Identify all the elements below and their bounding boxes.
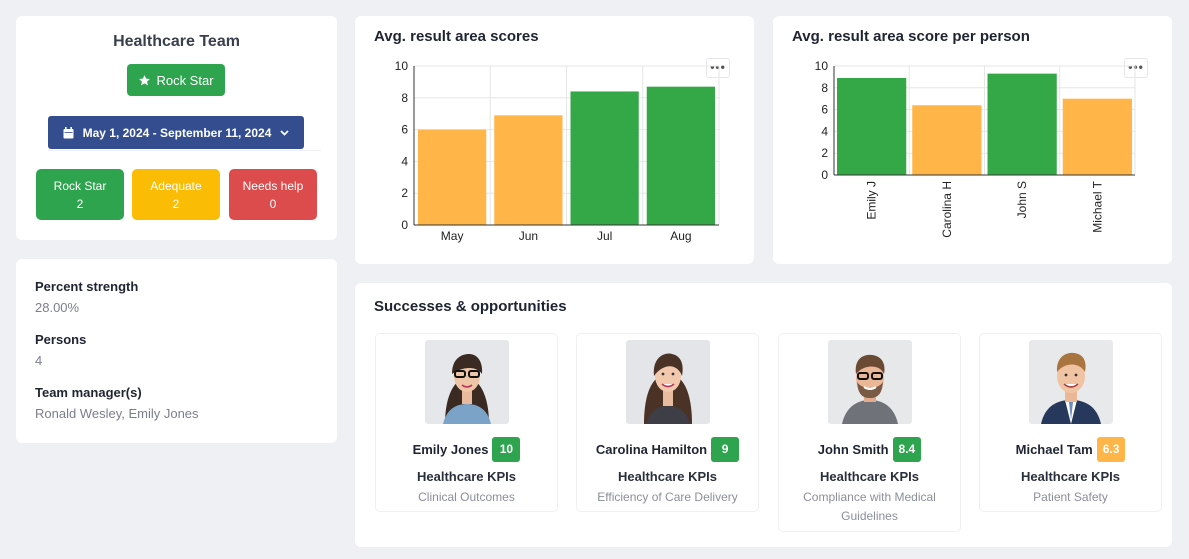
bar[interactable] bbox=[494, 115, 563, 225]
person-scores-chart: 0 2 4 6 8 10 Emily J Carolina H John S Michael T bbox=[815, 59, 1136, 238]
team-card: Healthcare Team Rock Star May 1, 2024 - … bbox=[16, 16, 337, 240]
bar[interactable] bbox=[987, 73, 1057, 175]
person-name: John Smith bbox=[817, 442, 889, 457]
x-tick-label: Jul bbox=[597, 229, 612, 243]
y-tick-label: 0 bbox=[401, 218, 408, 232]
x-tick-label: Michael T bbox=[1090, 180, 1104, 232]
avatar bbox=[1029, 340, 1113, 424]
y-tick-label: 8 bbox=[821, 81, 828, 95]
team-managers-label: Team manager(s) bbox=[35, 385, 142, 400]
result-area: Patient Safety bbox=[1033, 490, 1108, 504]
calendar-icon bbox=[63, 126, 74, 138]
y-tick-label: 2 bbox=[401, 186, 408, 200]
bar[interactable] bbox=[912, 105, 982, 175]
kpi-label: Healthcare KPIs bbox=[417, 469, 516, 484]
stat-value: 2 bbox=[76, 197, 84, 211]
bar[interactable] bbox=[646, 86, 715, 225]
bar[interactable] bbox=[570, 91, 639, 225]
y-tick-label: 6 bbox=[401, 123, 408, 137]
y-tick-label: 8 bbox=[401, 91, 408, 105]
monthly-scores-chart: 0 2 4 6 8 10 May Jun Jul Aug bbox=[395, 59, 720, 243]
rating-badge-button[interactable]: Rock Star bbox=[127, 64, 225, 96]
y-tick-label: 0 bbox=[821, 168, 828, 182]
chart-title: Avg. result area scores bbox=[374, 28, 539, 45]
section-title: Successes & opportunities bbox=[374, 298, 567, 315]
date-range-picker[interactable]: May 1, 2024 - September 11, 2024 bbox=[48, 116, 304, 149]
date-range-label: May 1, 2024 - September 11, 2024 bbox=[82, 125, 272, 140]
team-managers-value: Ronald Wesley, Emily Jones bbox=[35, 406, 199, 421]
person-card-john[interactable]: John Smith 8.4 Healthcare KPIs Complianc… bbox=[778, 333, 961, 532]
x-tick-label: Aug bbox=[670, 229, 691, 243]
person-name: Carolina Hamilton bbox=[595, 442, 708, 457]
percent-strength-label: Percent strength bbox=[35, 279, 139, 294]
x-tick-label: Jun bbox=[519, 229, 538, 243]
stat-needs-help[interactable]: Needs help 0 bbox=[229, 169, 317, 220]
y-tick-label: 4 bbox=[401, 154, 408, 168]
score-badge: 9 bbox=[711, 437, 740, 462]
persons-value: 4 bbox=[35, 353, 43, 368]
avatar bbox=[828, 340, 912, 424]
persons-label: Persons bbox=[35, 332, 87, 347]
x-tick-label: John S bbox=[1015, 181, 1029, 218]
divider bbox=[48, 150, 321, 151]
monthly-scores-chart-card: Avg. result area scores ••• 0 2 4 6 8 10 May Ju… bbox=[355, 16, 754, 264]
stat-label: Adequate bbox=[150, 179, 202, 193]
result-area: Compliance with Medical Guidelines bbox=[803, 490, 936, 523]
x-tick-label: Carolina H bbox=[940, 181, 954, 238]
team-title: Healthcare Team bbox=[113, 33, 240, 50]
rating-badge-label: Rock Star bbox=[156, 72, 214, 88]
bar[interactable] bbox=[837, 77, 907, 175]
stat-adequate[interactable]: Adequate 2 bbox=[132, 169, 220, 220]
person-card-emily[interactable]: Emily Jones 10 Healthcare KPIs Clinical … bbox=[375, 333, 558, 512]
kpi-label: Healthcare KPIs bbox=[1021, 469, 1120, 484]
percent-strength-value: 28.00% bbox=[35, 300, 80, 315]
stat-value: 0 bbox=[269, 197, 277, 211]
score-badge: 6.3 bbox=[1096, 437, 1126, 462]
stat-rock-star[interactable]: Rock Star 2 bbox=[36, 169, 124, 220]
chart-title: Avg. result area score per person bbox=[792, 28, 1030, 45]
score-badge: 10 bbox=[492, 437, 521, 462]
y-tick-label: 4 bbox=[821, 124, 828, 138]
y-tick-label: 10 bbox=[815, 59, 829, 73]
person-name: Emily Jones bbox=[412, 442, 489, 457]
bar[interactable] bbox=[1062, 98, 1132, 175]
stat-label: Rock Star bbox=[53, 179, 107, 193]
y-tick-label: 10 bbox=[395, 59, 409, 73]
result-area: Clinical Outcomes bbox=[418, 490, 515, 504]
kpi-label: Healthcare KPIs bbox=[820, 469, 919, 484]
stat-value: 2 bbox=[172, 197, 180, 211]
y-tick-label: 6 bbox=[821, 103, 828, 117]
x-tick-label: May bbox=[441, 229, 464, 243]
avatar bbox=[425, 340, 509, 424]
y-tick-label: 2 bbox=[821, 146, 828, 160]
successes-card: Successes & opportunities Emily Jones 10… bbox=[355, 283, 1172, 547]
avatar bbox=[626, 340, 710, 424]
score-badge: 8.4 bbox=[892, 437, 922, 462]
person-name: Michael Tam bbox=[1015, 442, 1093, 457]
chevron-down-icon bbox=[280, 129, 290, 136]
bar[interactable] bbox=[418, 129, 487, 225]
person-card-carolina[interactable]: Carolina Hamilton 9 Healthcare KPIs Effi… bbox=[576, 333, 759, 512]
person-card-michael[interactable]: Michael Tam 6.3 Healthcare KPIs Patient … bbox=[979, 333, 1162, 512]
chart-menu-button[interactable]: ••• bbox=[706, 58, 730, 78]
star-icon bbox=[139, 74, 151, 85]
kpi-label: Healthcare KPIs bbox=[618, 469, 717, 484]
stat-label: Needs help bbox=[242, 179, 304, 193]
x-tick-label: Emily J bbox=[865, 181, 879, 220]
result-area: Efficiency of Care Delivery bbox=[597, 490, 738, 504]
team-info-card: Percent strength 28.00% Persons 4 Team m… bbox=[16, 259, 337, 443]
